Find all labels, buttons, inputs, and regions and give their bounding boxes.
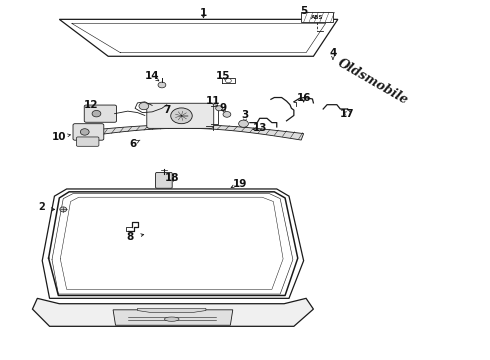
- Ellipse shape: [164, 317, 179, 321]
- FancyBboxPatch shape: [76, 137, 99, 146]
- Polygon shape: [74, 132, 81, 134]
- FancyBboxPatch shape: [84, 105, 117, 122]
- Circle shape: [92, 111, 101, 117]
- Text: 10: 10: [52, 132, 67, 142]
- Circle shape: [139, 103, 149, 110]
- Polygon shape: [32, 298, 314, 326]
- FancyBboxPatch shape: [301, 12, 333, 22]
- FancyBboxPatch shape: [147, 103, 214, 129]
- Polygon shape: [59, 19, 338, 56]
- Text: 19: 19: [233, 179, 247, 189]
- Text: 15: 15: [216, 71, 230, 81]
- Text: 18: 18: [165, 173, 179, 183]
- Text: 5: 5: [300, 6, 307, 17]
- Text: 17: 17: [340, 109, 355, 119]
- Polygon shape: [138, 309, 206, 313]
- Text: 9: 9: [220, 103, 226, 113]
- Circle shape: [171, 108, 192, 124]
- Polygon shape: [113, 310, 233, 325]
- Circle shape: [80, 129, 89, 135]
- Polygon shape: [74, 125, 304, 140]
- FancyBboxPatch shape: [73, 124, 104, 140]
- Text: 8: 8: [126, 232, 134, 242]
- Circle shape: [223, 112, 231, 117]
- Text: ABS: ABS: [311, 15, 323, 20]
- Text: 11: 11: [206, 96, 220, 106]
- Text: 14: 14: [145, 71, 159, 81]
- Text: 4: 4: [329, 48, 337, 58]
- Text: 12: 12: [84, 100, 98, 110]
- Text: 2: 2: [38, 202, 45, 212]
- Circle shape: [225, 78, 231, 83]
- Circle shape: [158, 82, 166, 88]
- Text: 7: 7: [163, 105, 171, 115]
- Text: 3: 3: [242, 111, 248, 121]
- Text: 1: 1: [200, 8, 207, 18]
- Circle shape: [239, 120, 248, 127]
- Text: 13: 13: [252, 123, 267, 133]
- Text: 6: 6: [129, 139, 136, 149]
- Circle shape: [60, 207, 67, 212]
- Text: Oldsmobile: Oldsmobile: [335, 56, 411, 107]
- Circle shape: [216, 106, 222, 111]
- Text: 16: 16: [296, 93, 311, 103]
- Polygon shape: [42, 189, 304, 298]
- FancyBboxPatch shape: [156, 172, 172, 188]
